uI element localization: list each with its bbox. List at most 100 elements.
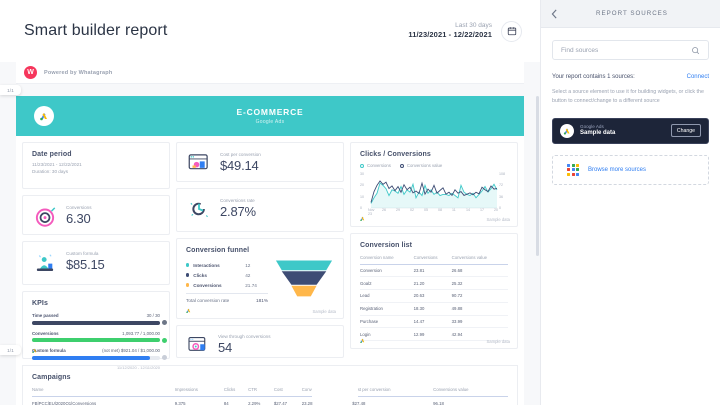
column-header[interactable]: Conversions value (433, 387, 508, 397)
column-header[interactable]: Cost (273, 387, 302, 397)
browse-more-sources-button[interactable]: Browse more sources (552, 154, 709, 185)
axis-tick-label: 26 (382, 208, 386, 212)
chevron-left-icon[interactable] (551, 8, 558, 19)
axis-tick-label: 0 (499, 206, 501, 210)
horizontal-scrollbar[interactable] (312, 387, 358, 399)
widget-custom-formula[interactable]: Custom formula $85.15 (22, 241, 170, 285)
column-header[interactable]: Impressions (174, 387, 224, 397)
axis-tick-label: 20 (494, 208, 498, 212)
funnel-row-name: Clicks (193, 272, 207, 278)
table-cell: 18.30 (413, 302, 452, 316)
widget-conversion-list[interactable]: Conversion list Conversion name Conversio… (350, 233, 518, 349)
browser-dial-icon (188, 336, 206, 351)
kpi-bar-name: Custom formula (32, 348, 66, 353)
legend-item[interactable]: Conversions value (399, 163, 443, 168)
canvas-scrollbar[interactable] (536, 96, 539, 256)
widget-conversions[interactable]: Conversions 6.30 (22, 195, 170, 235)
table-cell: 14.47 (413, 315, 452, 329)
campaigns-title: Campaigns (32, 374, 71, 381)
kpi-bar-value: 30 / 30 (146, 313, 160, 318)
kpi-meta: Cost per conversion $49.14 (220, 152, 261, 174)
banner-text: E-COMMERCE Google Ads (16, 107, 524, 125)
kpi-row: Conversions rate 2.87% (177, 189, 343, 229)
column-header[interactable]: Conversion name (360, 255, 414, 265)
table-row: FB|PCC|EU|2020Q1|Conversions 9,375 84 2.29%… (32, 396, 508, 405)
chart-title: Clicks / Conversions (360, 151, 431, 158)
legend-item[interactable]: Conversions (360, 163, 391, 168)
column-header[interactable]: Conversions value (451, 255, 508, 265)
campaigns-table: NameImpressionsClicksCTRCostConversionsC… (32, 387, 508, 405)
change-source-button[interactable]: Change (670, 124, 701, 138)
funnel-color-dot (186, 263, 190, 267)
table-cell: $27.47 (273, 396, 302, 405)
table-cell: $27.48 (352, 396, 434, 405)
kpi-bar-head: Custom formula (not met) $921.04 / $1,000… (32, 348, 160, 353)
column-header[interactable]: Cost per conversion (352, 387, 434, 397)
kpi-row: Custom formula $85.15 (23, 242, 169, 282)
funnel-color-dot (186, 273, 190, 277)
column-header[interactable]: Name (32, 387, 175, 397)
calendar-button[interactable] (501, 20, 522, 42)
axis-tick-label: 30 (360, 172, 364, 176)
axis-tick-label: 08 (438, 208, 442, 212)
google-ads-icon (560, 123, 574, 138)
column-header[interactable]: CTR (248, 387, 274, 397)
widget-clicks-conversions[interactable]: Clicks / Conversions Conversions Conversi… (350, 142, 518, 227)
table-row: Purchase 14.47 33.99 (360, 315, 508, 329)
axis-tick-label: 10 (360, 194, 364, 199)
table-cell: 23.28 (301, 396, 353, 405)
legend-color-dot (360, 163, 364, 168)
sample-data-label: Sample data (486, 217, 510, 222)
page-indicator-top: 1/1 (0, 85, 21, 95)
widget-conversion-funnel[interactable]: Conversion funnel Interactions 12 Clicks 42… (176, 238, 344, 319)
table-cell: 90.72 (451, 289, 508, 303)
widget-view-through-conversions[interactable]: View through conversions 54 (176, 325, 344, 358)
table-cell: 49.88 (451, 302, 508, 316)
widget-conversions-rate[interactable]: Conversions rate 2.87% (176, 188, 344, 232)
widget-kpis[interactable]: KPIs Time passed 30 / 30 Conversions 1,093.… (22, 291, 170, 370)
axis-tick-label: 11 (452, 208, 456, 212)
ecommerce-banner[interactable]: E-COMMERCE Google Ads (16, 96, 524, 136)
funnel-color-dot (186, 283, 190, 287)
table-cell: 9,375 (174, 396, 224, 405)
kpi-meta: Conversions 6.30 (66, 205, 92, 227)
table-cell: 33.99 (451, 315, 508, 329)
browser-chart-icon (188, 154, 208, 170)
table-cell: 25.32 (451, 276, 508, 291)
axis-tick-label: Nov 23 (368, 208, 375, 216)
widget-campaigns[interactable]: Campaigns Name Impressions Clicks CTR Cost Co… (22, 365, 518, 405)
date-range-control[interactable]: Last 30 days 11/23/2021 - 12/22/2021 (408, 20, 522, 42)
widget-column-left: Date period 11/23/2021 - 12/22/2021 Dura… (22, 142, 170, 370)
kpi-bar-track (32, 320, 167, 325)
report-canvas: Smart builder report Last 30 days 11/23/… (0, 20, 539, 405)
kpi-bar-fill (32, 320, 160, 325)
table-cell: Conversion (360, 264, 414, 278)
panel-body: Your report contains 1 sources: Connect … (541, 28, 720, 405)
column-header[interactable]: Conversions (413, 255, 452, 265)
table-cell: FB|PCC|EU|2020Q1|Conversions (32, 396, 175, 405)
google-ads-icon (360, 338, 365, 344)
source-card-google-ads[interactable]: Google Ads Sample data Change (552, 117, 709, 144)
kpi-meta: Conversions rate 2.87% (220, 198, 256, 220)
banner-title: E-COMMERCE (236, 107, 304, 117)
date-range-text: Last 30 days 11/23/2021 - 12/22/2021 (408, 22, 492, 41)
kpi-bar-track (32, 337, 167, 343)
search-input[interactable] (561, 46, 691, 54)
kpi-bar-value: (not met) $921.04 / $1,000.00 (102, 348, 160, 353)
widget-date-period[interactable]: Date period 11/23/2021 - 12/22/2021 Dura… (22, 142, 170, 189)
widget-label: Cost per conversion (220, 151, 261, 157)
legend-label: Conversions value (406, 163, 443, 168)
column-header[interactable]: Clicks (223, 387, 249, 397)
chart-legend: Conversions Conversions value (360, 163, 508, 168)
axis-tick-label: 20 (360, 183, 364, 188)
axis-tick-label: 29 (396, 208, 400, 212)
target-icon (35, 207, 56, 227)
kpi-meta: View through conversions 54 (218, 334, 271, 356)
find-sources-field[interactable] (552, 40, 709, 60)
connect-link[interactable]: Connect (686, 74, 709, 80)
axis-tick-label: 108 (499, 172, 505, 176)
google-ads-icon (186, 308, 191, 314)
widget-cost-per-conversion[interactable]: Cost per conversion $49.14 (176, 142, 344, 182)
table-cell: 23.81 (413, 264, 452, 278)
